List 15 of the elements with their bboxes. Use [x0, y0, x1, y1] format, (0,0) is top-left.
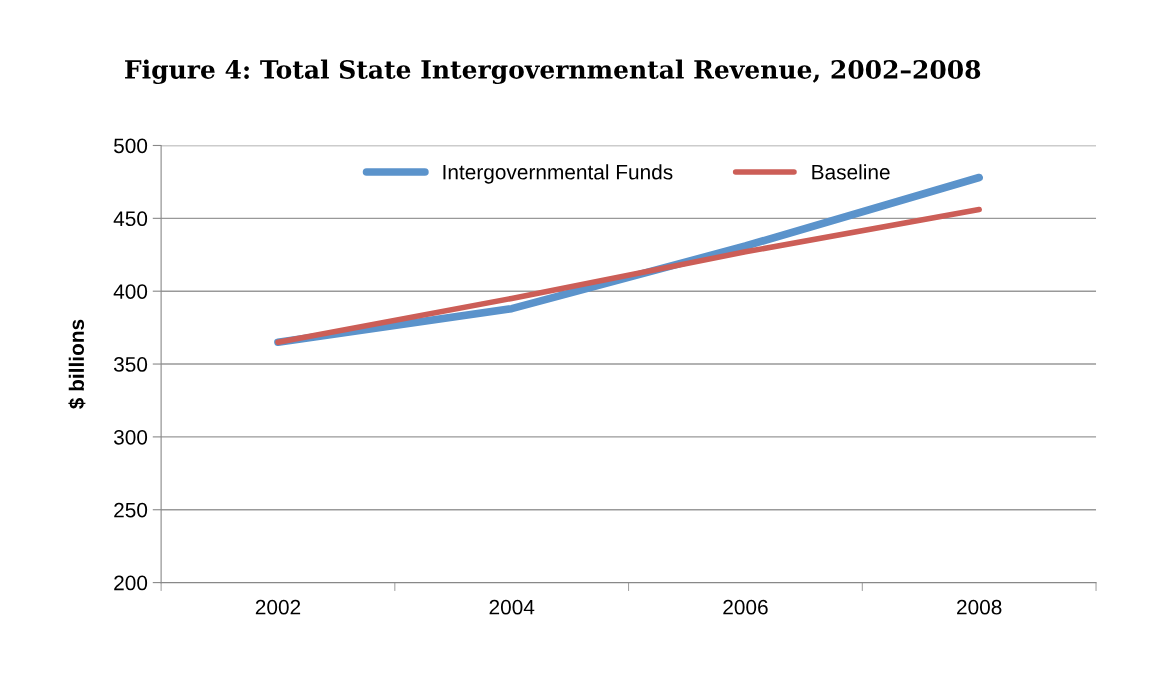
x-tick-label: 2002 — [255, 599, 301, 615]
y-tick-label: 350 — [113, 357, 148, 372]
y-tick-label: 250 — [114, 502, 148, 518]
y-tick-label: 450 — [113, 211, 148, 227]
x-tick-label: 2006 — [723, 599, 768, 615]
y-tick-label: 500 — [114, 138, 148, 154]
legend-label: Intergovernmental Funds — [443, 164, 673, 184]
x-tick-label: 2004 — [489, 599, 535, 615]
y-tick-label: 200 — [114, 575, 148, 591]
y-axis-title: $ billions — [68, 319, 86, 409]
chart-title: Figure 4: Total State Intergovernmental Revenue, 2002–2008 — [125, 59, 981, 85]
x-tick-label: 2008 — [957, 599, 1002, 615]
legend-label: Baseline — [812, 164, 890, 180]
y-tick-label: 400 — [113, 284, 148, 299]
y-tick-label: 300 — [113, 429, 148, 445]
